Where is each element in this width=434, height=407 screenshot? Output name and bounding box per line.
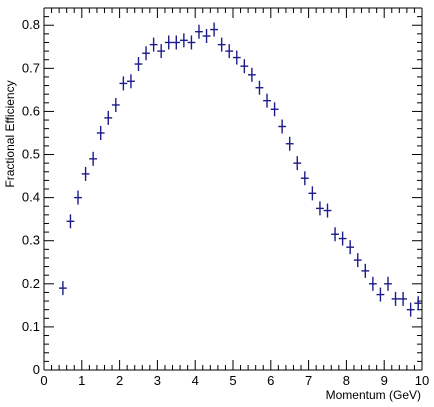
- y-axis-title: Fractional Efficiency: [3, 80, 17, 187]
- data-point: [399, 291, 407, 306]
- data-point: [127, 74, 135, 89]
- data-point: [384, 276, 392, 291]
- data-point: [232, 50, 241, 65]
- data-point: [331, 227, 339, 242]
- data-point: [368, 276, 377, 291]
- data-point: [406, 302, 415, 317]
- tick-labels: 0 1 2 3 4 5 6 7 8 9 10 0 0.1 0.2 0.3 0.4 0.5 0.6 0.7 0.8: [22, 17, 429, 388]
- data-point: [217, 37, 226, 52]
- x-tick-label: 9: [381, 373, 388, 388]
- y-tick-label: 0.8: [22, 17, 40, 32]
- data-point: [293, 156, 302, 171]
- data-point: [391, 291, 400, 306]
- y-tick-label: 0.4: [22, 190, 40, 205]
- data-point: [187, 35, 196, 50]
- y-tick-label: 0.7: [22, 60, 40, 75]
- data-point: [195, 24, 203, 39]
- data-point: [323, 203, 332, 218]
- data-point: [142, 46, 150, 61]
- data-point: [300, 171, 309, 186]
- x-tick-label: 2: [116, 373, 123, 388]
- data-point: [346, 240, 355, 255]
- x-tick-label: 10: [415, 373, 429, 388]
- data-point: [240, 59, 249, 74]
- x-tick-label: 7: [305, 373, 312, 388]
- y-tick-label: 0.3: [22, 233, 40, 248]
- data-point: [338, 231, 347, 246]
- data-point: [263, 93, 271, 108]
- data-point: [353, 253, 362, 268]
- y-tick-label: 0.1: [22, 319, 40, 334]
- axes: [43, 7, 423, 371]
- data-point: [134, 57, 143, 72]
- data-point: [164, 35, 173, 50]
- data-point: [66, 214, 75, 229]
- x-axis-title: Momentum (GeV): [326, 388, 421, 402]
- x-tick-label: 5: [229, 373, 236, 388]
- data-point: [225, 44, 234, 59]
- data-point: [74, 190, 82, 205]
- data-point: [111, 97, 120, 112]
- y-tick-label: 0.2: [22, 276, 40, 291]
- x-tick-label: 1: [78, 373, 85, 388]
- data-point: [278, 119, 287, 134]
- data-points: [59, 22, 423, 317]
- x-tick-label: 4: [192, 373, 199, 388]
- x-tick-label: 3: [154, 373, 161, 388]
- y-tick-label: 0.6: [22, 103, 40, 118]
- data-point: [202, 29, 211, 44]
- data-point: [179, 33, 188, 48]
- data-point: [210, 22, 218, 37]
- data-point: [104, 110, 113, 125]
- data-point: [255, 80, 264, 95]
- ticks: [43, 7, 423, 371]
- data-point: [248, 67, 256, 82]
- data-point: [361, 263, 370, 278]
- data-point: [157, 44, 166, 59]
- data-point: [119, 76, 128, 91]
- data-point: [81, 166, 90, 181]
- data-point: [59, 281, 67, 296]
- data-point: [316, 201, 324, 216]
- x-tick-label: 6: [267, 373, 274, 388]
- data-point: [285, 136, 294, 151]
- x-tick-label: 8: [343, 373, 350, 388]
- x-tick-label: 0: [40, 373, 47, 388]
- data-point: [270, 102, 279, 117]
- y-tick-label: 0.5: [22, 147, 40, 162]
- data-point: [172, 35, 181, 50]
- data-point: [149, 37, 158, 52]
- data-point: [96, 125, 105, 140]
- data-point: [414, 296, 423, 311]
- data-point: [308, 186, 317, 201]
- data-point: [89, 151, 98, 166]
- data-point: [376, 287, 385, 302]
- y-tick-label: 0: [33, 362, 40, 377]
